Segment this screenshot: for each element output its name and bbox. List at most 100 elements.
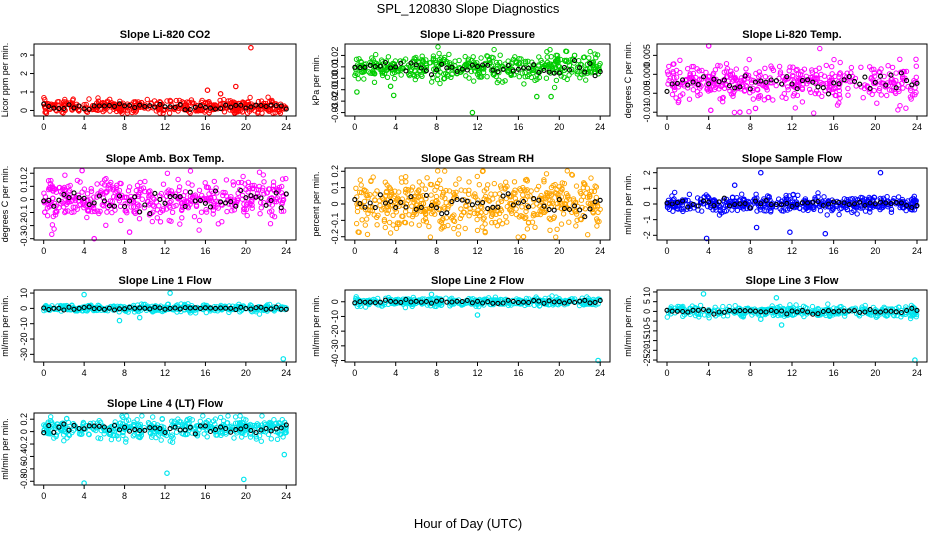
data-point <box>406 71 412 78</box>
data-point <box>596 62 602 69</box>
mean-point <box>423 68 429 74</box>
mean-point <box>243 105 249 111</box>
x-tick-label: 16 <box>513 368 523 378</box>
mean-point <box>474 63 481 70</box>
data-point <box>99 180 105 186</box>
data-point <box>673 74 680 80</box>
mean-point <box>520 65 527 71</box>
data-point <box>402 220 409 226</box>
mean-point <box>872 201 878 207</box>
data-point <box>871 66 877 73</box>
data-point <box>489 54 495 60</box>
data-point <box>424 175 430 181</box>
data-point <box>837 59 843 66</box>
data-point <box>496 218 503 224</box>
y-tick-label: 0.1 <box>330 181 340 194</box>
data-point <box>574 68 580 75</box>
mean-point <box>597 69 603 75</box>
data-point <box>451 225 457 232</box>
data-point <box>67 187 73 194</box>
data-point <box>50 195 56 202</box>
mean-point <box>142 202 148 208</box>
data-point <box>891 195 897 202</box>
data-point <box>912 197 918 203</box>
mean-point <box>810 79 816 85</box>
data-point <box>566 72 572 78</box>
y-tick-label: -0.02 <box>330 91 340 112</box>
data-point <box>716 212 723 218</box>
mean-point <box>243 306 249 312</box>
x-tick-label: 8 <box>434 368 439 378</box>
data-point <box>478 74 485 80</box>
page-title: SPL_120830 Slope Diagnostics <box>376 1 560 16</box>
data-point <box>531 211 537 217</box>
data-point <box>118 192 125 199</box>
y-axis-label: ml/min per min. <box>623 295 633 357</box>
data-point <box>512 195 519 202</box>
data-point <box>280 434 286 440</box>
mean-point <box>726 307 733 314</box>
outlier-point <box>167 290 173 296</box>
mean-point <box>495 69 501 75</box>
data-point <box>474 227 481 234</box>
mean-point <box>238 102 244 108</box>
data-point <box>852 75 859 82</box>
data-point <box>353 220 360 227</box>
mean-point <box>510 68 516 74</box>
data-point <box>429 199 436 206</box>
data-point <box>373 51 379 58</box>
mean-point <box>449 299 455 305</box>
data-point <box>260 185 266 191</box>
data-point <box>867 209 873 215</box>
mean-point <box>233 307 239 313</box>
data-point <box>446 60 453 66</box>
data-point <box>836 211 842 218</box>
mean-point <box>680 308 686 315</box>
data-point <box>168 218 174 224</box>
mean-point <box>526 299 532 306</box>
data-point <box>503 214 509 220</box>
mean-point <box>162 104 168 110</box>
data-point <box>91 208 98 215</box>
data-point <box>81 198 87 204</box>
data-point <box>553 294 559 300</box>
data-point <box>550 302 556 308</box>
mean-point <box>474 200 481 206</box>
mean-point <box>577 65 583 71</box>
data-point <box>369 207 376 214</box>
data-point <box>383 207 389 213</box>
mean-point <box>815 84 821 90</box>
mean-point <box>223 305 229 311</box>
outlier-point <box>390 92 397 99</box>
mean-point <box>505 191 511 197</box>
data-point <box>169 432 176 438</box>
data-point <box>266 209 273 215</box>
mean-point <box>789 308 795 314</box>
mean-point <box>382 59 389 66</box>
mean-point <box>372 63 378 70</box>
data-point <box>577 75 583 81</box>
data-point <box>512 54 518 60</box>
mean-point <box>867 307 873 313</box>
data-point <box>167 199 173 206</box>
y-tick-label: 1 <box>642 186 652 191</box>
data-point <box>415 62 421 69</box>
data-point <box>836 100 842 106</box>
data-point <box>670 61 676 67</box>
data-point <box>724 66 731 72</box>
data-point <box>689 63 695 70</box>
mean-point <box>423 192 429 199</box>
mean-point <box>898 200 904 206</box>
data-point <box>126 306 133 312</box>
data-point <box>108 179 114 186</box>
x-tick-label: 4 <box>82 122 87 132</box>
y-tick-label: 0 <box>330 201 340 206</box>
mean-point <box>177 102 183 108</box>
data-point <box>198 209 205 215</box>
data-point <box>439 217 445 223</box>
mean-point <box>367 62 373 68</box>
data-point <box>430 53 437 59</box>
data-point <box>538 192 544 199</box>
data-point <box>434 76 441 83</box>
data-point <box>258 438 264 444</box>
